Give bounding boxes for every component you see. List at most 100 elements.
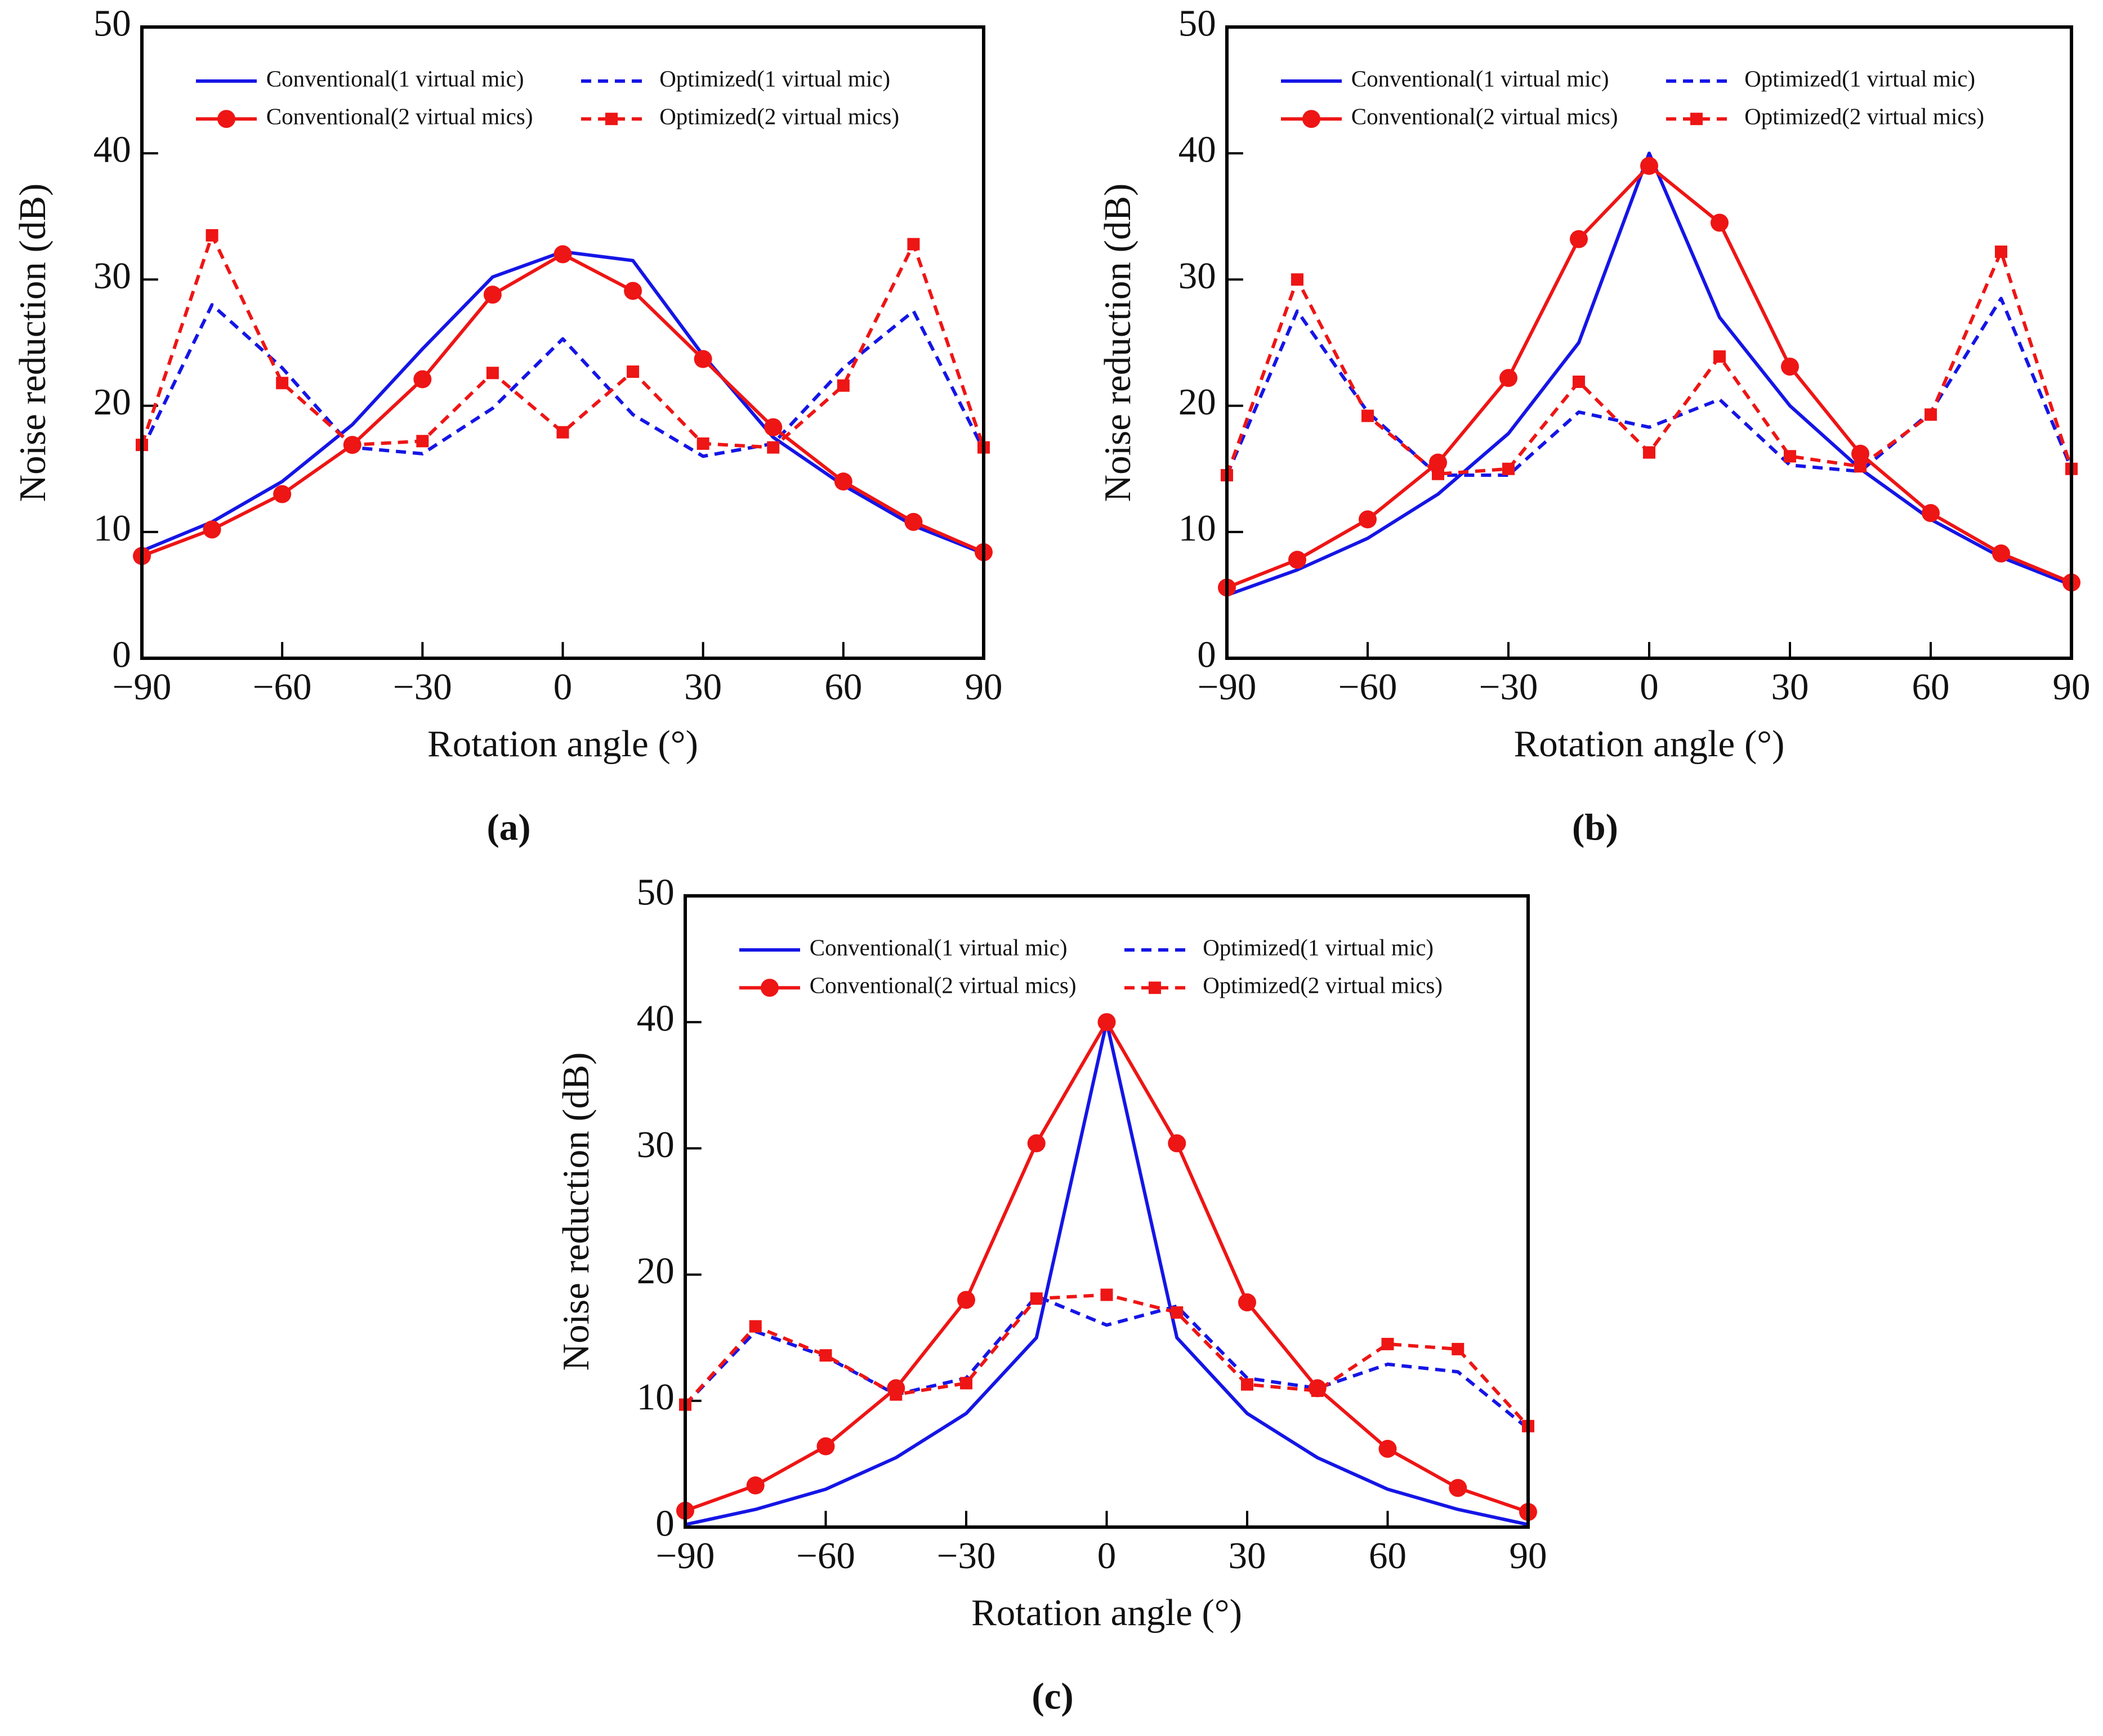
legend-label: Optimized(2 virtual mics) xyxy=(659,104,899,130)
y-tick-label: 30 xyxy=(637,1124,675,1166)
x-tick-label: 0 xyxy=(1640,666,1659,708)
y-tick-label: 30 xyxy=(93,255,131,297)
data-point xyxy=(1381,1337,1394,1350)
data-point xyxy=(1854,460,1867,473)
data-point xyxy=(837,379,850,392)
x-tick-label: −90 xyxy=(113,666,172,708)
x-tick-label: 60 xyxy=(1369,1535,1407,1577)
data-point xyxy=(1100,1288,1113,1301)
x-tick-label: 60 xyxy=(824,666,862,708)
data-point xyxy=(1361,409,1374,422)
y-tick-label: 10 xyxy=(637,1376,675,1418)
legend-marker xyxy=(1690,113,1703,126)
x-tick-label: 90 xyxy=(2053,666,2091,708)
x-axis-label: Rotation angle (°) xyxy=(971,1592,1242,1634)
data-point xyxy=(624,282,642,300)
legend-label: Optimized(1 virtual mic) xyxy=(1203,934,1434,960)
plot-frame xyxy=(684,894,1530,1529)
y-tick-label: 0 xyxy=(655,1502,675,1544)
data-point xyxy=(553,245,572,264)
data-point xyxy=(1995,246,2007,258)
x-tick-label: −90 xyxy=(1198,666,1257,708)
data-point xyxy=(1711,213,1729,232)
data-point xyxy=(1449,1479,1467,1497)
y-tick-label: 50 xyxy=(93,2,131,44)
legend-marker xyxy=(1302,110,1320,128)
data-point xyxy=(273,485,292,503)
plot-frame xyxy=(1225,25,2073,660)
x-axis-label: Rotation angle (°) xyxy=(427,723,698,765)
data-point xyxy=(1030,1292,1043,1305)
data-point xyxy=(1499,369,1517,387)
data-point xyxy=(816,1437,835,1456)
data-point xyxy=(1851,444,1869,463)
data-point xyxy=(206,229,218,242)
legend-label: Conventional(1 virtual mic) xyxy=(810,934,1068,960)
data-point xyxy=(1238,1293,1256,1311)
data-point xyxy=(556,426,569,439)
data-point xyxy=(1241,1378,1253,1391)
legend-label: Conventional(2 virtual mics) xyxy=(266,104,533,130)
legend-marker xyxy=(761,979,779,997)
data-point xyxy=(1429,453,1447,472)
series-line xyxy=(684,1294,1529,1430)
y-tick-label: 10 xyxy=(93,507,131,549)
data-point xyxy=(957,1291,975,1309)
legend-label: Optimized(2 virtual mics) xyxy=(1744,104,1984,130)
series-line xyxy=(141,250,985,555)
y-tick-label: 0 xyxy=(1197,633,1216,675)
legend-marker xyxy=(605,113,618,126)
data-point xyxy=(1922,504,1940,523)
y-axis-label: Noise reduction (dB) xyxy=(1097,184,1138,502)
legend-marker xyxy=(1149,981,1161,994)
data-point xyxy=(1378,1439,1397,1458)
legend-label: Conventional(2 virtual mics) xyxy=(1351,104,1618,130)
y-tick-label: 20 xyxy=(1178,381,1216,423)
data-point xyxy=(1992,544,2010,563)
data-point xyxy=(627,365,640,378)
data-point xyxy=(764,418,783,436)
y-tick-label: 0 xyxy=(112,633,131,675)
y-axis-label: Noise reduction (dB) xyxy=(12,184,53,502)
data-point xyxy=(1432,467,1444,480)
x-tick-label: 90 xyxy=(965,666,1003,708)
data-point xyxy=(1502,462,1515,475)
legend-label: Conventional(1 virtual mic) xyxy=(1351,65,1609,91)
legend-marker xyxy=(217,110,235,128)
legend-label: Optimized(1 virtual mic) xyxy=(1744,65,1975,91)
data-point xyxy=(746,1476,765,1495)
data-point xyxy=(1713,350,1726,363)
x-tick-label: 30 xyxy=(684,666,722,708)
x-tick-label: 30 xyxy=(1229,1535,1266,1577)
data-point xyxy=(276,377,289,390)
data-point xyxy=(819,1349,832,1362)
series-line xyxy=(140,303,985,458)
data-point xyxy=(694,350,712,368)
data-point xyxy=(904,512,923,531)
x-tick-label: 0 xyxy=(553,666,573,708)
x-tick-label: 30 xyxy=(1771,666,1809,708)
data-point xyxy=(1359,510,1377,529)
data-point xyxy=(1570,230,1588,248)
x-axis-label: Rotation angle (°) xyxy=(1514,723,1785,765)
data-point xyxy=(1640,157,1658,175)
data-point xyxy=(1311,1384,1324,1397)
data-point xyxy=(413,370,432,389)
y-tick-label: 10 xyxy=(1178,507,1216,549)
x-tick-label: 0 xyxy=(1097,1535,1117,1577)
data-point xyxy=(1097,1013,1116,1032)
legend-label: Optimized(2 virtual mics) xyxy=(1203,972,1443,998)
data-point xyxy=(486,367,499,380)
data-point xyxy=(960,1377,972,1390)
data-point xyxy=(1452,1342,1464,1355)
y-tick-label: 40 xyxy=(1178,129,1216,171)
data-point xyxy=(834,472,852,491)
series-line xyxy=(1225,250,2073,476)
caption: (a) xyxy=(486,807,530,849)
data-point xyxy=(696,437,709,450)
y-tick-label: 50 xyxy=(637,871,675,913)
data-point xyxy=(416,435,429,448)
data-point xyxy=(890,1388,903,1401)
x-tick-label: 60 xyxy=(1912,666,1950,708)
data-point xyxy=(767,441,780,454)
